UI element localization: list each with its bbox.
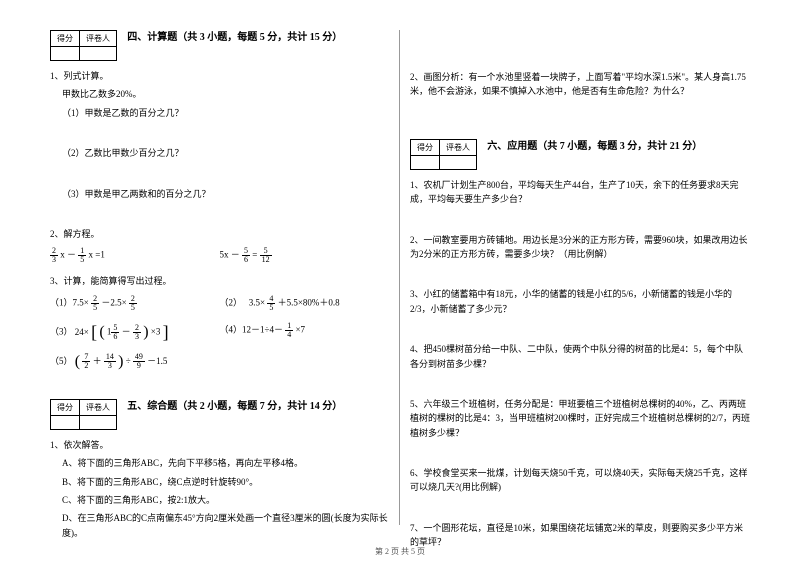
score-label: 得分	[51, 31, 80, 47]
sec5-title: 五、综合题（共 2 小题，每题 7 分，共计 14 分）	[127, 399, 342, 415]
score-table-5: 得分评卷人	[50, 399, 117, 430]
s6-q5: 5、六年级三个班植树，任务分配是：甲班要植三个班植树总棵树的40%，乙、丙两班植…	[410, 397, 750, 440]
s6-q1: 1、农机厂计划生产800台，平均每天生产44台，生产了10天，余下的任务要求8天…	[410, 178, 750, 207]
s6-q4: 4、把450棵树苗分给一中队、二中队，使两个中队分得的树苗的比是4：5，每个中队…	[410, 342, 750, 371]
s5-q1c: C、将下面的三角形ABC，按2:1放大。	[62, 493, 389, 507]
q2: 2、解方程。	[50, 227, 389, 241]
sec6-title: 六、应用题（共 7 小题，每题 3 分，共计 21 分）	[487, 139, 702, 155]
s5-q1: 1、依次解答。	[50, 438, 389, 452]
score-table: 得分评卷人	[50, 30, 117, 61]
q3-1: （1）7.5× 25 －2.5× 25	[50, 295, 220, 312]
right-column: 2、画图分析：有一个水池里竖着一块牌子，上面写着"平均水深1.5米"。某人身高1…	[400, 30, 760, 525]
score-box-sec4: 得分评卷人 四、计算题（共 3 小题，每题 5 分，共计 15 分）	[50, 30, 342, 61]
q1: 1、列式计算。	[50, 69, 389, 83]
s5-q2: 2、画图分析：有一个水池里竖着一块牌子，上面写着"平均水深1.5米"。某人身高1…	[410, 70, 750, 99]
q2-eq1: 23 x － 15 x =1	[50, 247, 220, 264]
grader-label: 评卷人	[80, 31, 117, 47]
grader-label: 评卷人	[440, 139, 477, 155]
score-box-sec5: 得分评卷人 五、综合题（共 2 小题，每题 7 分，共计 14 分）	[50, 399, 342, 430]
score-blank	[51, 47, 80, 61]
s5-q1b: B、将下面的三角形ABC，绕C点逆时针旋转90°。	[62, 475, 389, 489]
q1-1: （1）甲数是乙数的百分之几？	[62, 106, 389, 120]
q3-5: （5） ( 72 ＋ 143 ) ÷ 499 －1.5	[50, 353, 220, 371]
score-box-sec6: 得分评卷人 六、应用题（共 7 小题，每题 3 分，共计 21 分）	[410, 139, 702, 170]
s5-q1d: D、在三角形ABC的C点南偏东45°方向2厘米处画一个直径3厘米的圆(长度为实际…	[62, 511, 389, 540]
sec4-title: 四、计算题（共 3 小题，每题 5 分，共计 15 分）	[127, 30, 342, 46]
q3: 3、计算，能简算得写出过程。	[50, 274, 389, 288]
score-table-6: 得分评卷人	[410, 139, 477, 170]
q3-row2: （3） 24× [ ( 156 － 23 ) ×3 ] （4）12－1÷4－ 1…	[50, 322, 389, 343]
q1-2: （2）乙数比甲数少百分之几？	[62, 146, 389, 160]
q3-4: （4）12－1÷4－ 14 ×7	[220, 322, 390, 343]
q1-3: （3）甲数是甲乙两数和的百分之几？	[62, 187, 389, 201]
grader-blank	[80, 47, 117, 61]
grader-label: 评卷人	[80, 399, 117, 415]
s6-q6: 6、学校食堂买来一批煤，计划每天烧50千克，可以烧40天，实际每天烧25千克，这…	[410, 466, 750, 495]
q3-3: （3） 24× [ ( 156 － 23 ) ×3 ]	[50, 322, 220, 343]
left-column: 得分评卷人 四、计算题（共 3 小题，每题 5 分，共计 15 分） 1、列式计…	[40, 30, 400, 525]
q2-eqs: 23 x － 15 x =1 5x － 56 = 512	[50, 247, 389, 264]
s6-q2: 2、一间教室要用方砖铺地。用边长是3分米的正方形方砖，需要960块，如果改用边长…	[410, 233, 750, 262]
q3-2: （2） 3.5× 45 ＋5.5×80%＋0.8	[220, 295, 390, 312]
page-container: 得分评卷人 四、计算题（共 3 小题，每题 5 分，共计 15 分） 1、列式计…	[0, 0, 800, 545]
s6-q3: 3、小红的储蓄箱中有18元，小华的储蓄的钱是小红的5/6，小新储蓄的钱是小华的2…	[410, 287, 750, 316]
score-label: 得分	[51, 399, 80, 415]
q2-eq2: 5x － 56 = 512	[220, 247, 390, 264]
q3-row1: （1）7.5× 25 －2.5× 25 （2） 3.5× 45 ＋5.5×80%…	[50, 295, 389, 312]
score-label: 得分	[411, 139, 440, 155]
q3-row3: （5） ( 72 ＋ 143 ) ÷ 499 －1.5	[50, 353, 389, 371]
page-footer: 第 2 页 共 5 页	[0, 546, 800, 557]
s5-q1a: A、将下面的三角形ABC，先向下平移5格，再向左平移4格。	[62, 456, 389, 470]
q1-desc: 甲数比乙数多20%。	[62, 87, 389, 101]
